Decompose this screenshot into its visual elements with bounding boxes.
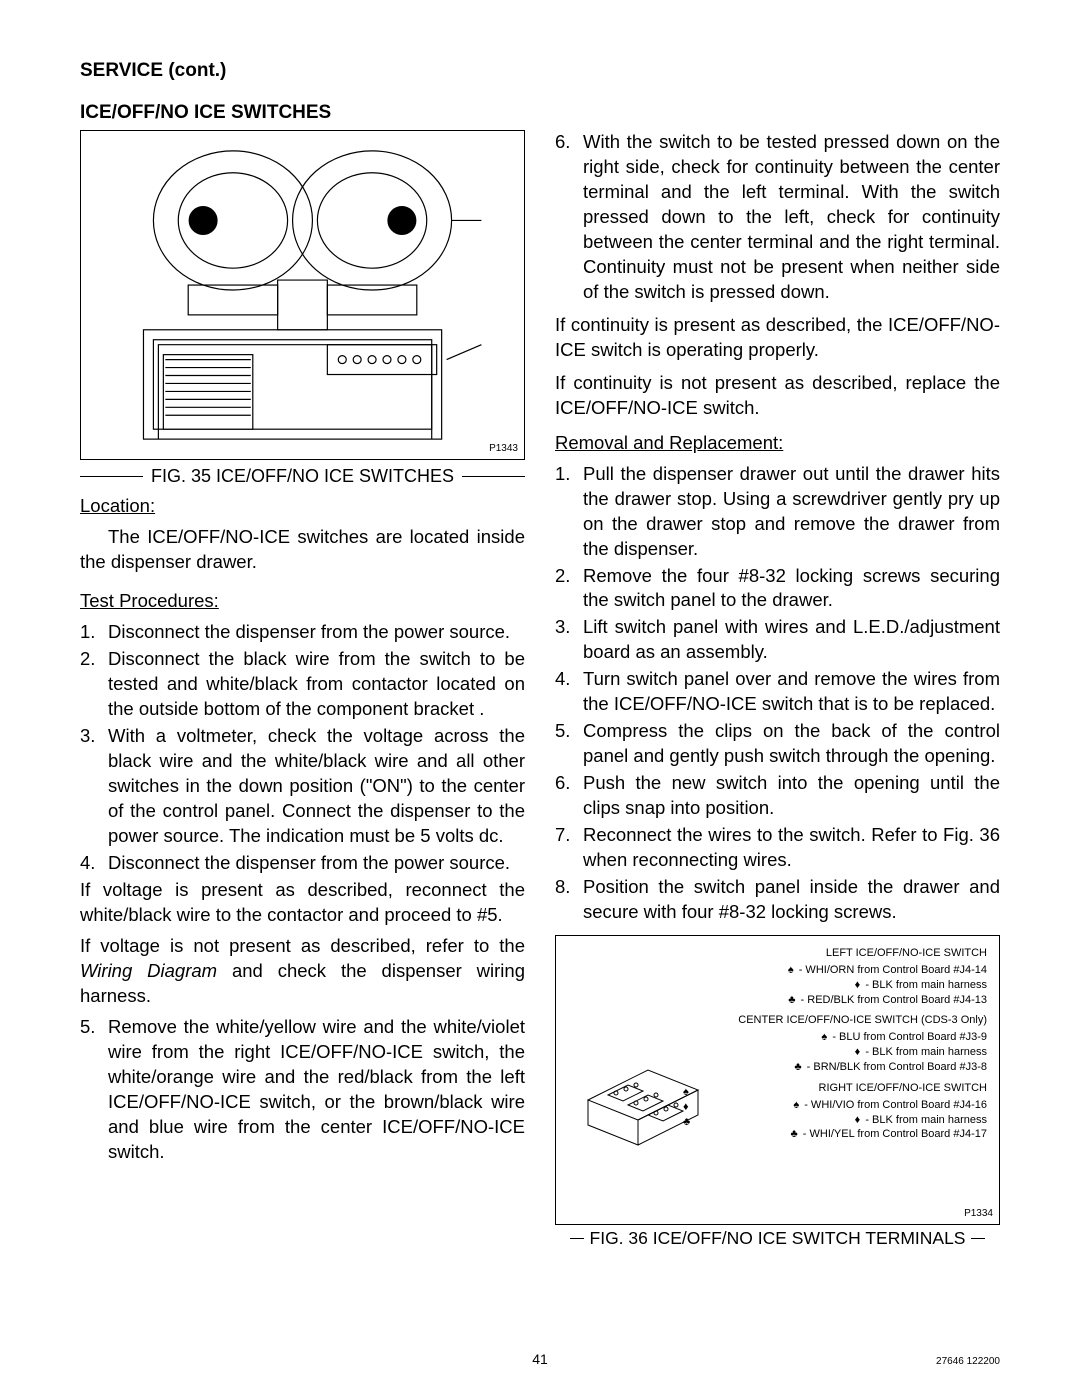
location-text: The ICE/OFF/NO-ICE switches are located …: [80, 525, 525, 575]
suit-icon: ♠: [793, 1099, 799, 1111]
page-number: 41: [532, 1351, 548, 1367]
location-label: Location:: [80, 495, 155, 516]
section-title: ICE/OFF/NO ICE SWITCHES: [80, 102, 1000, 124]
legend-line: ♠ - WHI/ORN from Control Board #J4-14: [718, 963, 987, 978]
test-step: Disconnect the dispenser from the power …: [108, 620, 525, 645]
test-step: Disconnect the dispenser from the power …: [108, 851, 525, 876]
after-step4-b: If voltage is not present as described, …: [80, 934, 525, 1009]
test-step6-list: With the switch to be tested pressed dow…: [555, 130, 1000, 305]
continuity-bad: If continuity is not present as describe…: [555, 371, 1000, 421]
removal-step: Compress the clips on the back of the co…: [583, 719, 1000, 769]
test-step: Disconnect the black wire from the switc…: [108, 647, 525, 722]
removal-step: Turn switch panel over and remove the wi…: [583, 667, 1000, 717]
page-header: SERVICE (cont.): [80, 60, 1000, 82]
svg-text:♠: ♠: [683, 1086, 689, 1098]
removal-step: Position the switch panel inside the dra…: [583, 875, 1000, 925]
test-step: With a voltmeter, check the voltage acro…: [108, 724, 525, 849]
removal-label: Removal and Replacement:: [555, 432, 783, 453]
suit-icon: ♦: [855, 1046, 861, 1058]
figure-35-caption-row: FIG. 35 ICE/OFF/NO ICE SWITCHES: [80, 464, 525, 488]
legend-line: ♦ - BLK from main harness: [718, 978, 987, 993]
legend-line: ♦ - BLK from main harness: [718, 1045, 987, 1060]
legend-line: ♠ - WHI/VIO from Control Board #J4-16: [718, 1098, 987, 1113]
removal-step: Pull the dispenser drawer out until the …: [583, 462, 1000, 562]
after-step4-a: If voltage is present as described, reco…: [80, 878, 525, 928]
legend-group-title: LEFT ICE/OFF/NO-ICE SWITCH: [718, 946, 987, 961]
legend-line: ♣ - BRN/BLK from Control Board #J3-8: [718, 1060, 987, 1075]
two-column-layout: P1343 FIG. 35 ICE/OFF/NO ICE SWITCHES Lo…: [80, 130, 1000, 1251]
legend-line: ♠ - BLU from Control Board #J3-9: [718, 1030, 987, 1045]
figure-36-caption: FIG. 36 ICE/OFF/NO ICE SWITCH TERMINALS: [590, 1227, 966, 1251]
continuity-ok: If continuity is present as described, t…: [555, 313, 1000, 363]
suit-icon: ♣: [788, 994, 795, 1006]
removal-step: Push the new switch into the opening unt…: [583, 771, 1000, 821]
test-step: With the switch to be tested pressed dow…: [583, 130, 1000, 305]
removal-step: Lift switch panel with wires and L.E.D./…: [583, 615, 1000, 665]
legend-line: ♣ - WHI/YEL from Control Board #J4-17: [718, 1127, 987, 1142]
document-code: 27646 122200: [936, 1356, 1000, 1367]
legend-line: ♣ - RED/BLK from Control Board #J4-13: [718, 993, 987, 1008]
figure-36-legend: LEFT ICE/OFF/NO-ICE SWITCH ♠ - WHI/ORN fr…: [718, 946, 987, 1214]
legend-line: ♦ - BLK from main harness: [718, 1113, 987, 1128]
removal-step: Reconnect the wires to the switch. Refer…: [583, 823, 1000, 873]
figure-36-box: ♠ ♦ ♣ LEFT ICE/OFF/NO-ICE SWITCH ♠ - WHI/…: [555, 935, 1000, 1225]
removal-step: Remove the four #8-32 locking screws sec…: [583, 564, 1000, 614]
svg-text:♣: ♣: [683, 1116, 690, 1128]
figure-36-code: P1334: [964, 1207, 993, 1221]
figure-36-caption-row: FIG. 36 ICE/OFF/NO ICE SWITCH TERMINALS: [555, 1227, 1000, 1251]
removal-steps-list: Pull the dispenser drawer out until the …: [555, 462, 1000, 925]
suit-icon: ♣: [794, 1061, 801, 1073]
suit-icon: ♦: [855, 979, 861, 991]
figure-36-illustration: ♠ ♦ ♣: [568, 946, 718, 1214]
test-procedures-label: Test Procedures:: [80, 590, 219, 611]
suit-icon: ♠: [788, 964, 794, 976]
legend-group-title: RIGHT ICE/OFF/NO-ICE SWITCH: [718, 1081, 987, 1096]
text-fragment: If voltage is not present as described, …: [80, 935, 525, 956]
test-step: Remove the white/yellow wire and the whi…: [108, 1015, 525, 1165]
wiring-diagram-ref: Wiring Diagram: [80, 960, 217, 981]
svg-text:♦: ♦: [683, 1101, 689, 1113]
suit-icon: ♦: [855, 1114, 861, 1126]
right-column: With the switch to be tested pressed dow…: [555, 130, 1000, 1251]
legend-group-title: CENTER ICE/OFF/NO-ICE SWITCH (CDS-3 Only…: [718, 1013, 987, 1028]
figure-35-caption: FIG. 35 ICE/OFF/NO ICE SWITCHES: [151, 464, 454, 488]
figure-35-box: P1343: [80, 130, 525, 460]
suit-icon: ♠: [821, 1031, 827, 1043]
suit-icon: ♣: [791, 1128, 798, 1140]
figure-35-illustration: [81, 131, 524, 459]
test-procedures-list: Disconnect the dispenser from the power …: [80, 620, 525, 876]
figure-35-code: P1343: [489, 442, 518, 456]
test-step5-list: Remove the white/yellow wire and the whi…: [80, 1015, 525, 1165]
left-column: P1343 FIG. 35 ICE/OFF/NO ICE SWITCHES Lo…: [80, 130, 525, 1251]
